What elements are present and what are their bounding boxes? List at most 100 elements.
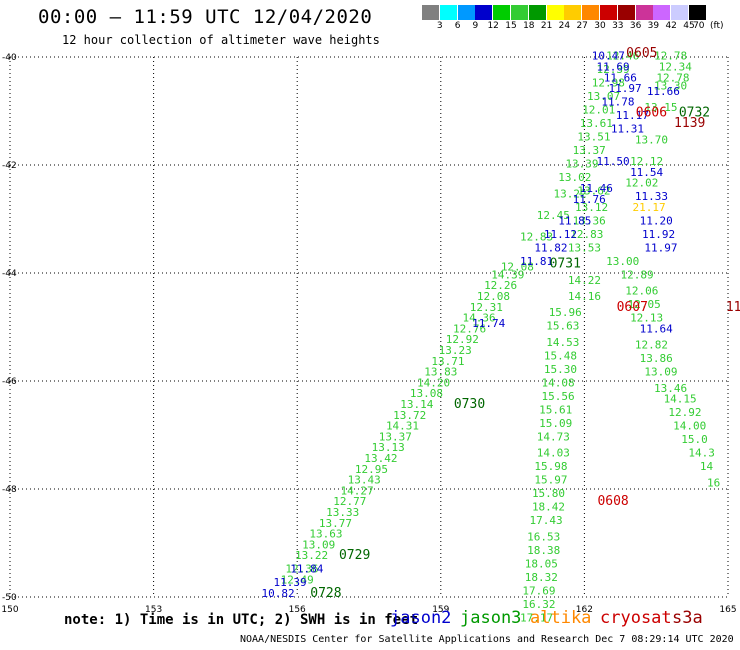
data-point-label: 12.02 [625,177,658,190]
data-point-label: 14.22 [568,274,601,287]
data-point-label: 14.20 [417,376,450,389]
data-point-label: 17.17 [520,611,553,624]
data-point-label: 11.20 [640,214,673,227]
data-point-label: 13.14 [400,398,433,411]
data-point-label: 15.30 [544,363,577,376]
y-tick-label: -44 [2,269,17,279]
colorbar-swatch [671,5,689,20]
data-point-label: 16 [707,476,720,489]
data-point-label: 11.84 [290,563,323,576]
data-point-label: 13.08 [410,387,443,400]
colorbar-swatch [689,5,706,20]
x-tick-label: 165 [719,605,736,615]
data-point-label: 13.22 [295,549,328,562]
data-point-label: 12.82 [635,339,668,352]
colorbar-tick-label: 6 [454,21,461,31]
data-point-label: 13.77 [319,517,352,530]
chart-subtitle: 12 hour collection of altimeter wave hei… [62,33,380,47]
colorbar-tick-label: 42 [665,21,677,31]
colorbar-tick-label: 12 [487,21,499,31]
data-point-label: 13.39 [565,158,598,171]
data-point-label: 11.46 [580,182,613,195]
data-point-label: 13.71 [431,355,464,368]
data-point-label: 14.36 [463,312,496,325]
legend-cryosat: cryosat [600,608,672,628]
data-point-label: 15.0 [681,433,708,446]
data-point-label: 12.13 [630,312,663,325]
data-point-label: 13.63 [309,528,342,541]
data-point-label: 18.42 [532,501,565,514]
data-point-label: 14.73 [537,430,570,443]
colorbar-swatch [439,5,457,20]
data-point-label: 17.69 [522,584,555,597]
data-point-label: 12.39 [597,63,630,76]
data-point-label: 13.72 [393,409,426,422]
time-label: 0732 [679,105,710,120]
data-point-label: 15.96 [549,306,582,319]
data-point-label: 12.92 [446,333,479,346]
data-point-label: 12.46 [606,50,639,63]
colorbar-tick-label: 39 [647,21,660,31]
data-point-label: 13.09 [644,366,677,379]
data-point-label: 13.02 [558,171,591,184]
data-point-label: 12.83 [570,228,603,241]
time-label: 0731 [550,257,581,272]
colorbar-swatch [564,5,582,20]
data-point-label: 14.27 [340,484,373,497]
data-point-label: 12.78 [654,50,687,63]
data-point-label: 11.97 [609,82,642,95]
data-point-label: 11.66 [647,85,680,98]
data-point-label: 13.62 [577,185,610,198]
data-point-label: 10.82 [261,587,294,600]
data-point-label: 13.30 [654,79,687,92]
data-point-label: 14.53 [546,336,579,349]
data-point-label: 13.53 [568,241,601,254]
data-point-label: 11.64 [640,322,673,335]
data-point-label: 17.43 [530,514,563,527]
colorbar-tick-label: 21 [540,21,553,31]
data-point-label: 12.26 [484,279,517,292]
data-point-label: 14.39 [491,268,524,281]
data-point-label: 11.92 [642,228,675,241]
data-point-label: 12.36 [285,563,318,576]
data-point-label: 12.95 [355,463,388,476]
data-point-label: 21.17 [632,201,665,214]
time-label: 0728 [310,586,341,601]
data-point-label: 15.97 [534,474,567,487]
x-tick-label: 150 [1,605,18,615]
data-point-label: 13.43 [348,474,381,487]
data-point-label: 16.32 [522,598,555,611]
data-point-label: 11.33 [635,190,668,203]
data-point-label: 12.98 [592,77,625,90]
time-label: 113 [726,300,740,315]
data-point-label: 15.98 [534,460,567,473]
data-point-label: 11.82 [534,241,567,254]
data-point-label: 14.03 [537,447,570,460]
time-label: 0608 [597,494,628,509]
data-point-label: 13.86 [640,352,673,365]
data-point-label: 11.69 [597,61,630,74]
colorbar-tick-label: 36 [629,21,642,31]
data-point-label: 14.3 [688,447,715,460]
data-point-label: 12.06 [625,285,658,298]
data-point-label: 14.15 [664,393,697,406]
data-point-label: 11.50 [597,155,630,168]
data-point-label: 12.76 [453,322,486,335]
data-point-label: 15.48 [544,349,577,362]
chart-title: 00:00 – 11:59 UTC 12/04/2020 [38,6,373,28]
data-point-label: 12.77 [333,495,366,508]
data-point-label: 13.83 [424,366,457,379]
data-point-label: 13.15 [644,101,677,114]
y-tick-label: -46 [2,377,17,387]
data-point-label: 11.17 [616,109,649,122]
x-tick-label: 162 [576,605,593,615]
data-point-label: 18.05 [525,557,558,570]
colorbar-swatch [600,5,617,20]
data-point-label: 16.53 [527,530,560,543]
colorbar-swatch [511,5,528,20]
colorbar-tick-label: 18 [523,21,535,31]
data-point-label: 12.08 [477,290,510,303]
data-point-label: 13.37 [573,144,606,157]
y-tick-label: -40 [2,53,17,63]
